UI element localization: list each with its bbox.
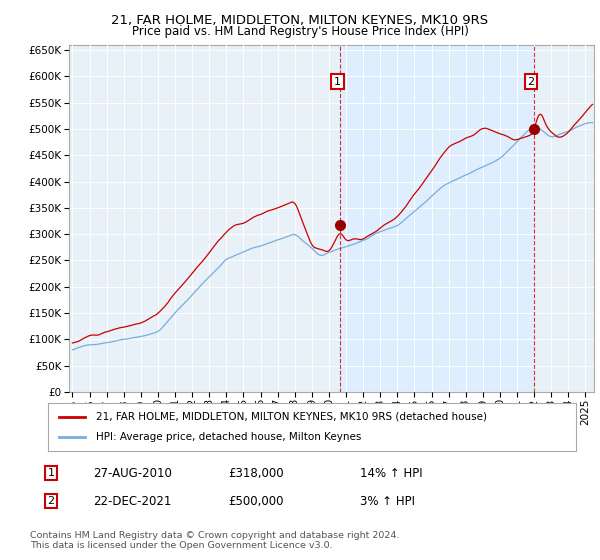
Text: 21, FAR HOLME, MIDDLETON, MILTON KEYNES, MK10 9RS: 21, FAR HOLME, MIDDLETON, MILTON KEYNES,… <box>112 14 488 27</box>
Bar <box>340 45 533 392</box>
Text: 14% ↑ HPI: 14% ↑ HPI <box>360 466 422 480</box>
Text: £500,000: £500,000 <box>228 494 284 508</box>
Text: 1: 1 <box>47 468 55 478</box>
Text: 2: 2 <box>527 77 535 87</box>
Text: 22-DEC-2021: 22-DEC-2021 <box>93 494 172 508</box>
Text: 2: 2 <box>47 496 55 506</box>
Text: 3% ↑ HPI: 3% ↑ HPI <box>360 494 415 508</box>
Text: Price paid vs. HM Land Registry's House Price Index (HPI): Price paid vs. HM Land Registry's House … <box>131 25 469 38</box>
Text: £318,000: £318,000 <box>228 466 284 480</box>
Text: 1: 1 <box>334 77 341 87</box>
Text: 21, FAR HOLME, MIDDLETON, MILTON KEYNES, MK10 9RS (detached house): 21, FAR HOLME, MIDDLETON, MILTON KEYNES,… <box>95 412 487 422</box>
Text: Contains HM Land Registry data © Crown copyright and database right 2024.
This d: Contains HM Land Registry data © Crown c… <box>30 531 400 550</box>
Text: HPI: Average price, detached house, Milton Keynes: HPI: Average price, detached house, Milt… <box>95 432 361 442</box>
Text: 27-AUG-2010: 27-AUG-2010 <box>93 466 172 480</box>
